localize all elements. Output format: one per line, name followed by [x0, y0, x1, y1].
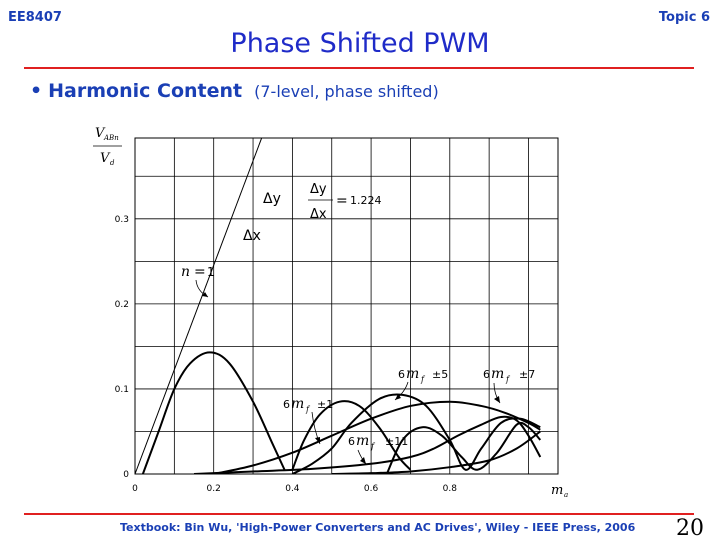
- series-line-4: [213, 400, 541, 474]
- page-number: 20: [676, 516, 704, 541]
- title-rule: [24, 67, 694, 69]
- ylabel-denominator-sub: d: [110, 159, 115, 167]
- chart-curves: [135, 138, 542, 474]
- series-line-0: [135, 138, 263, 474]
- h1-pm: ±1: [317, 398, 333, 411]
- x-tick-label: 0.6: [364, 484, 379, 494]
- x-tick-label: 0: [132, 484, 138, 494]
- h5-sub: f: [420, 375, 426, 384]
- h11-pm: ±11: [385, 435, 408, 448]
- h11-sub: f: [370, 442, 376, 451]
- footer-rule: [24, 513, 694, 515]
- x-tick-label: 0.8: [443, 484, 458, 494]
- n-pointer-arrowhead: [202, 292, 208, 297]
- h7-pm: ±7: [519, 368, 535, 381]
- h1-sub: f: [305, 405, 311, 414]
- chart-ticks: 0 0.2 0.4 0.6 0.8 0 0.1 0.2 0.3: [115, 215, 458, 494]
- delta-x-label: Δx: [243, 228, 261, 244]
- x-tick-label: 0.4: [285, 484, 300, 494]
- h5-pm: ±5: [432, 368, 448, 381]
- h5-coef: 6: [398, 368, 405, 381]
- delta-y-label: Δy: [263, 191, 281, 207]
- h11-coef: 6: [348, 435, 355, 448]
- h5-m: m: [406, 366, 419, 382]
- bullet-subtext: (7-level, phase shifted): [254, 82, 439, 101]
- bullet-main-text: Harmonic Content: [48, 80, 243, 102]
- series-line-5: [193, 415, 542, 474]
- ratio-equals: =: [336, 193, 348, 209]
- slide-title: Phase Shifted PWM: [230, 28, 490, 59]
- ylabel-numerator-sub: ABn: [103, 134, 119, 142]
- y-tick-label: 0.2: [115, 300, 129, 310]
- series-line-7: [331, 430, 541, 474]
- n-label: n: [181, 264, 190, 280]
- ratio-numerator: Δy: [310, 182, 327, 197]
- n-value: 1: [207, 265, 215, 279]
- topic-label: Topic 6: [658, 10, 710, 25]
- series-line-6: [385, 421, 542, 474]
- n-equals: =: [194, 264, 206, 280]
- h11-m: m: [356, 433, 369, 449]
- x-tick-label: 0.2: [207, 484, 221, 494]
- bullet-harmonic-content: • Harmonic Content (7-level, phase shifted…: [30, 80, 439, 102]
- ylabel-numerator: V: [95, 126, 106, 141]
- h5-pointer-arrowhead: [395, 394, 401, 400]
- h1-pointer-arrowhead: [315, 437, 320, 444]
- ratio-denominator: Δx: [310, 207, 327, 222]
- y-tick-label: 0.1: [115, 385, 129, 395]
- xlabel: m: [551, 483, 563, 498]
- h1-m: m: [291, 396, 304, 412]
- ratio-value: 1.224: [350, 194, 382, 207]
- h7-m: m: [491, 366, 504, 382]
- h7-coef: 6: [483, 368, 490, 381]
- bullet-dot-icon: •: [30, 80, 43, 102]
- h1-coef: 6: [283, 398, 290, 411]
- y-tick-label: 0.3: [115, 215, 129, 225]
- h11-pointer-arrowhead: [360, 457, 366, 464]
- footer-citation: Textbook: Bin Wu, 'High-Power Converters…: [120, 521, 636, 534]
- y-tick-label: 0: [123, 470, 129, 480]
- course-code: EE8407: [8, 10, 62, 25]
- series-line-3: [291, 393, 541, 474]
- series-line-2: [291, 400, 412, 471]
- h7-pointer-arrowhead: [494, 396, 500, 403]
- series-line-1: [141, 351, 286, 474]
- h7-sub: f: [505, 375, 511, 384]
- ylabel-denominator: V: [100, 151, 111, 166]
- xlabel-sub: a: [564, 491, 568, 499]
